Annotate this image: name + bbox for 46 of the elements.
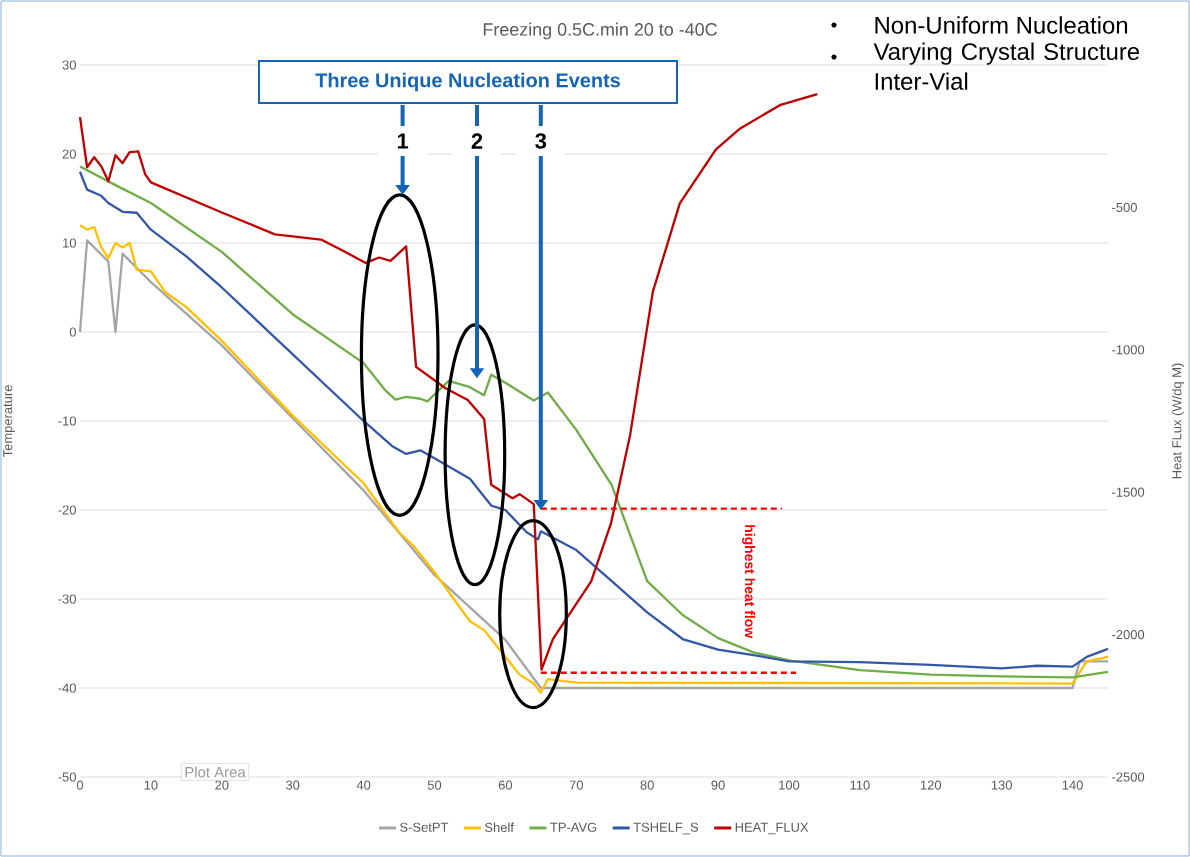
y-tick-label: -30	[58, 594, 76, 604]
y2-tick-label: -2000	[1112, 629, 1145, 640]
y-tick-label: 10	[63, 238, 76, 248]
line-series	[78, 92, 819, 671]
x-tick-label: 110	[850, 780, 870, 790]
annotation: highest heat flow	[742, 525, 756, 639]
chart-title: Freezing 0.5C.min 20 to -40C	[483, 22, 717, 40]
y2-tick-label: -1500	[1112, 487, 1145, 497]
x-tick-label: 60	[498, 780, 513, 790]
y2-tick-label: -2500	[1112, 772, 1145, 782]
y-tick-label: -10	[58, 416, 76, 426]
y-axis-title: Temperature	[3, 385, 15, 458]
annotation: 3	[535, 133, 547, 149]
legend-label: Shelf	[485, 822, 514, 833]
x-tick-label: 130	[991, 780, 1012, 790]
x-tick-label: 30	[286, 780, 300, 790]
y-tick-label: -50	[58, 772, 76, 782]
legend-label: TP-AVG	[550, 822, 597, 832]
text: Non-Uniform Nucleation	[875, 16, 1128, 34]
y2-axis-title: Heat FLux (W/dq M)	[1171, 363, 1184, 479]
x-tick-label: 80	[640, 780, 654, 790]
y-tick-label: 30	[62, 60, 76, 70]
x-tick-label: 120	[920, 780, 942, 790]
annotation: Varying Crystal Structure Inter-Vial	[873, 42, 1140, 90]
annotation: Three Unique Nucleation Events	[315, 72, 620, 92]
x-tick-label: 40	[356, 780, 371, 790]
y-tick-label: -40	[58, 683, 76, 693]
x-tick-label: 90	[711, 780, 725, 790]
x-tick-label: 50	[427, 780, 442, 790]
x-tick-label: 100	[779, 780, 800, 790]
annotation: 1	[397, 133, 409, 149]
annotation: Plot Area	[185, 766, 246, 778]
y-tick-label: -20	[58, 505, 76, 515]
x-tick-label: 10	[144, 780, 158, 790]
legend-label: HEAT_FLUX	[735, 822, 809, 835]
x-tick-label: 70	[569, 780, 583, 790]
x-tick-label: 140	[1062, 780, 1083, 790]
annotation: 2	[471, 133, 483, 149]
x-tick-label: 0	[76, 780, 84, 790]
y2-tick-label: -1000	[1112, 345, 1145, 355]
y-tick-label: 0	[69, 327, 76, 337]
x-tick-label: 20	[215, 780, 229, 790]
y2-tick-label: -500	[1112, 202, 1137, 212]
y-tick-label: 20	[62, 149, 76, 159]
legend-label: TSHELF_S	[633, 822, 699, 835]
legend-label: S-SetPT	[400, 822, 449, 832]
